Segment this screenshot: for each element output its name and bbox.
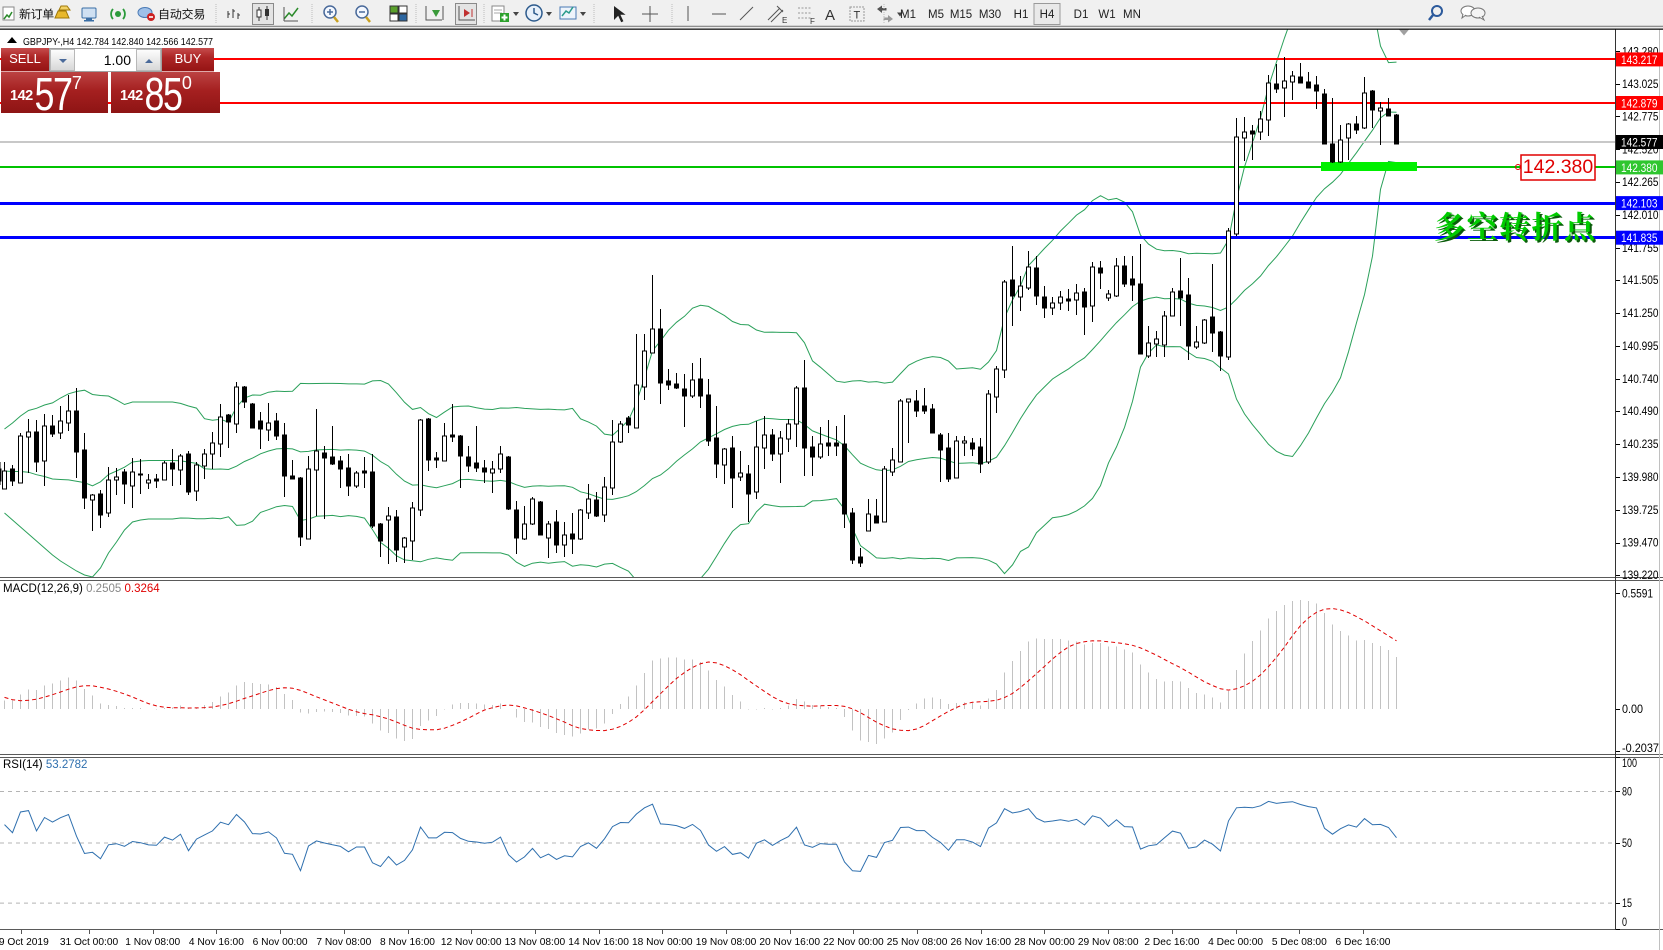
svg-text:7 Nov 08:00: 7 Nov 08:00: [316, 937, 371, 948]
svg-text:-0.2037: -0.2037: [1622, 743, 1659, 755]
svg-text:6 Nov 00:00: 6 Nov 00:00: [253, 937, 308, 948]
svg-text:0.00: 0.00: [1622, 704, 1643, 716]
svg-text:31 Oct 00:00: 31 Oct 00:00: [60, 937, 119, 948]
svg-text:MACD(12,26,9) 0.2505 0.3264: MACD(12,26,9) 0.2505 0.3264: [3, 583, 160, 595]
svg-text:14 Nov 16:00: 14 Nov 16:00: [568, 937, 629, 948]
svg-text:141.250: 141.250: [1622, 308, 1659, 320]
svg-text:6 Dec 16:00: 6 Dec 16:00: [1336, 937, 1391, 948]
svg-text:142.103: 142.103: [1621, 199, 1658, 211]
svg-text:H4: H4: [1040, 9, 1055, 21]
svg-text:139.980: 139.980: [1622, 472, 1659, 484]
svg-text:28 Nov 00:00: 28 Nov 00:00: [1014, 937, 1075, 948]
svg-text:A: A: [825, 7, 835, 24]
svg-text:H1: H1: [1014, 9, 1029, 21]
svg-text:140.995: 140.995: [1622, 341, 1659, 353]
svg-text:25 Nov 08:00: 25 Nov 08:00: [887, 937, 948, 948]
svg-text:13 Nov 08:00: 13 Nov 08:00: [505, 937, 566, 948]
svg-text:M1: M1: [900, 9, 916, 21]
svg-text:140.740: 140.740: [1622, 374, 1659, 386]
svg-text:M15: M15: [950, 9, 972, 21]
svg-text:T: T: [854, 10, 861, 22]
svg-text:W1: W1: [1098, 9, 1115, 21]
svg-text:18 Nov 00:00: 18 Nov 00:00: [632, 937, 693, 948]
svg-text:M5: M5: [928, 9, 944, 21]
svg-text:1 Nov 08:00: 1 Nov 08:00: [125, 937, 180, 948]
svg-text:20 Nov 16:00: 20 Nov 16:00: [759, 937, 820, 948]
svg-text:26 Nov 16:00: 26 Nov 16:00: [950, 937, 1011, 948]
svg-text:RSI(14) 53.2782: RSI(14) 53.2782: [3, 759, 87, 771]
svg-text:100: 100: [1622, 758, 1637, 770]
svg-text:4 Nov 16:00: 4 Nov 16:00: [189, 937, 244, 948]
svg-text:D1: D1: [1074, 9, 1089, 21]
svg-text:50: 50: [1622, 838, 1632, 850]
svg-text:141.505: 141.505: [1622, 275, 1659, 287]
svg-text:142.010: 142.010: [1622, 210, 1659, 222]
svg-text:15: 15: [1622, 898, 1632, 910]
svg-text:80: 80: [1622, 787, 1632, 799]
svg-text:M30: M30: [979, 9, 1001, 21]
svg-text:4 Dec 00:00: 4 Dec 00:00: [1208, 937, 1263, 948]
svg-text:19 Nov 08:00: 19 Nov 08:00: [696, 937, 757, 948]
svg-text:GBPJPY-,H4 142.784 142.840 14: GBPJPY-,H4 142.784 142.840 142.566 142.5…: [23, 36, 213, 48]
svg-text:139.725: 139.725: [1622, 505, 1659, 517]
svg-text:22 Nov 00:00: 22 Nov 00:00: [823, 937, 884, 948]
svg-text:142.775: 142.775: [1622, 111, 1659, 123]
svg-text:2 Dec 16:00: 2 Dec 16:00: [1144, 937, 1199, 948]
svg-text:142.380: 142.380: [1523, 156, 1594, 178]
svg-text:143.217: 143.217: [1621, 55, 1658, 67]
svg-text:141.835: 141.835: [1621, 233, 1658, 245]
svg-text:5 Dec 08:00: 5 Dec 08:00: [1272, 937, 1327, 948]
svg-text:142.380: 142.380: [1621, 163, 1658, 175]
svg-text:142.879: 142.879: [1621, 99, 1658, 111]
svg-text:0: 0: [1622, 917, 1627, 929]
svg-text:29 Oct 2019: 29 Oct 2019: [0, 937, 49, 948]
svg-text:142.265: 142.265: [1622, 177, 1659, 189]
svg-text:143.025: 143.025: [1622, 79, 1659, 91]
svg-text:142.577: 142.577: [1621, 138, 1658, 150]
svg-text:8 Nov 16:00: 8 Nov 16:00: [380, 937, 435, 948]
svg-text:MN: MN: [1123, 9, 1141, 21]
svg-text:140.235: 140.235: [1622, 439, 1659, 451]
svg-text:140.490: 140.490: [1622, 406, 1659, 418]
svg-text:12 Nov 00:00: 12 Nov 00:00: [441, 937, 502, 948]
svg-text:E: E: [782, 16, 787, 25]
svg-text:0.5591: 0.5591: [1622, 589, 1653, 601]
svg-text:139.220: 139.220: [1622, 570, 1659, 582]
svg-text:141.755: 141.755: [1622, 243, 1659, 255]
svg-text:139.470: 139.470: [1622, 538, 1659, 550]
svg-text:F: F: [810, 17, 815, 26]
svg-text:29 Nov 08:00: 29 Nov 08:00: [1078, 937, 1139, 948]
